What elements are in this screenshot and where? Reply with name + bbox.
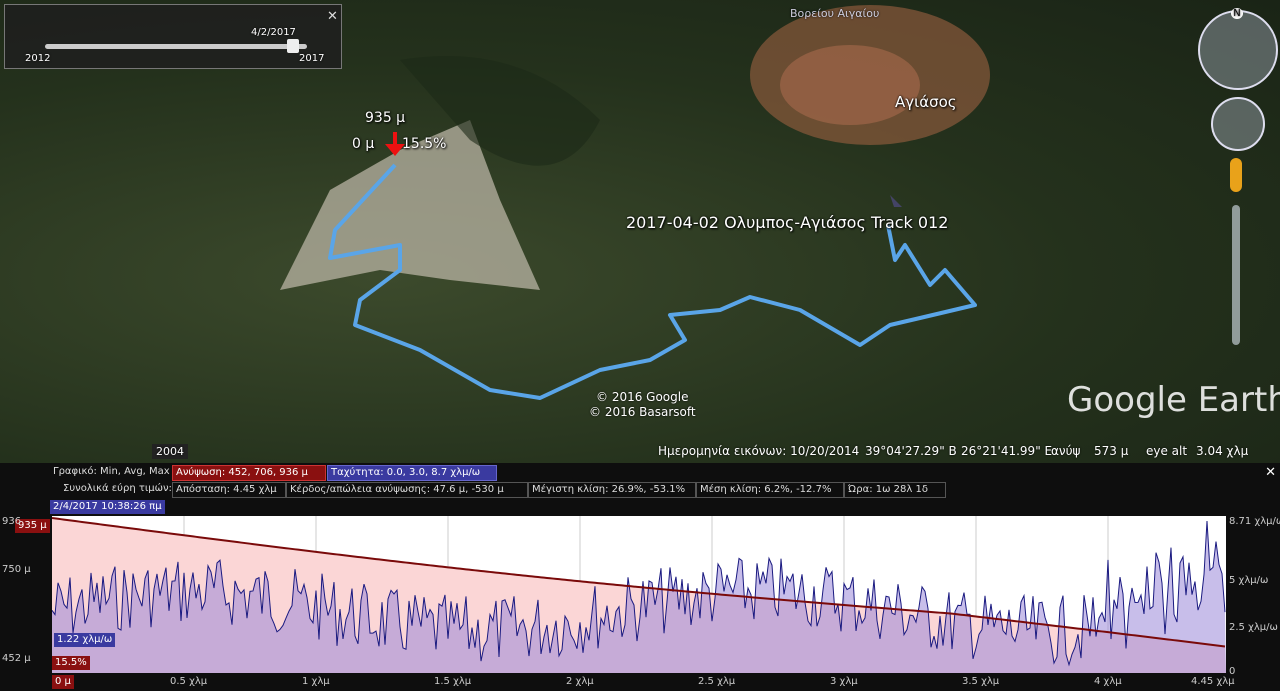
elevation: 573 μ: [1094, 444, 1129, 458]
copyright: © 2016 Google: [596, 390, 689, 404]
distance-stat: Απόσταση: 4.45 χλμ: [172, 482, 286, 498]
copyright: © 2016 Basarsoft: [589, 405, 696, 419]
slider-date: 4/2/2017: [251, 27, 296, 38]
x-axis-label: 1 χλμ: [302, 676, 330, 687]
x-axis-label: 4.45 χλμ: [1191, 676, 1235, 687]
right-axis-label: 8.71 χλμ/ω: [1229, 516, 1280, 527]
latitude: 39°04'27.29" Β: [865, 444, 957, 458]
right-axis-label: 5 χλμ/ω: [1229, 575, 1269, 586]
track-label: 2017-04-02 Ολυμπος-Αγιάσος Track 012: [626, 213, 949, 232]
x-axis-label: 0.5 χλμ: [170, 676, 208, 687]
navigation-compass[interactable]: [1198, 10, 1278, 90]
slider-start: 2012: [25, 53, 51, 64]
speed-stats[interactable]: Ταχύτητα: 0.0, 3.0, 8.7 χλμ/ω: [327, 465, 497, 481]
marker-slope: 15.5%: [402, 136, 447, 152]
close-button[interactable]: ✕: [327, 9, 338, 24]
elevation-stats[interactable]: Ανύψωση: 452, 706, 936 μ: [172, 465, 326, 481]
town-label: Αγιάσος: [895, 93, 957, 111]
right-axis-label: 2.5 χλμ/ω: [1229, 622, 1278, 633]
close-profile[interactable]: ✕: [1265, 465, 1276, 480]
elevation-label: ανύψ: [1051, 444, 1081, 458]
left-axis-label: 452 μ: [2, 653, 31, 664]
x-axis-label: 3.5 χλμ: [962, 676, 1000, 687]
time-stat: Ώρα: 1ω 28λ 1δ: [844, 482, 946, 498]
max-slope-stat: Μέγιστη κλίση: 26.9%, -53.1%: [528, 482, 696, 498]
marker-distance: 0 μ: [352, 136, 375, 152]
cursor-distance: 0 μ: [52, 675, 74, 689]
speed-line: [52, 520, 1226, 667]
longitude: 26°21'41.99" Ε: [961, 444, 1053, 458]
right-axis-label: 0: [1229, 666, 1236, 677]
elevation-line: [52, 517, 1226, 648]
x-axis-label: 4 χλμ: [1094, 676, 1122, 687]
terrain: [280, 5, 990, 400]
eye-alt: 3.04 χλμ: [1196, 444, 1249, 458]
marker-elevation: 935 μ: [365, 110, 406, 126]
north-indicator[interactable]: N: [1231, 8, 1243, 19]
street-view-pegman[interactable]: [1230, 158, 1242, 192]
slider-track[interactable]: [45, 44, 307, 49]
avg-slope-stat: Μέση κλίση: 6.2%, -12.7%: [696, 482, 844, 498]
left-axis-label: 936: [2, 516, 22, 527]
imagery-date: Ημερομηνία εικόνων: 10/20/2014: [658, 444, 860, 458]
cursor-speed: 1.22 χλμ/ω: [54, 633, 116, 647]
historical-year[interactable]: 2004: [152, 444, 188, 459]
cursor-slope: 15.5%: [52, 656, 90, 670]
graph-label: Γραφικό: Min, Avg, Max: [53, 466, 170, 477]
slider-end: 2017: [299, 53, 325, 64]
gain-loss-stat: Κέρδος/απώλεια ανύψωσης: 47.6 μ, -530 μ: [286, 482, 528, 498]
speed-area: [52, 521, 1226, 673]
x-axis-label: 2.5 χλμ: [698, 676, 736, 687]
x-axis-label: 3 χλμ: [830, 676, 858, 687]
time-slider[interactable]: 4/2/2017 2012 2017 ✕: [4, 4, 342, 69]
range-label: Συνολικά εύρη τιμών:: [63, 483, 172, 494]
zoom-slider[interactable]: [1232, 205, 1240, 345]
map-view[interactable]: 4/2/2017 2012 2017 ✕ N Βορείου Αιγαίου Α…: [0, 0, 1280, 463]
cursor-time: 2/4/2017 10:38:26 πμ: [50, 500, 165, 514]
pan-control[interactable]: [1211, 97, 1265, 151]
left-axis-label: 750 μ: [2, 564, 31, 575]
eye-alt-label: eye alt: [1146, 444, 1188, 458]
slider-handle[interactable]: [287, 39, 299, 53]
x-axis-label: 2 χλμ: [566, 676, 594, 687]
logo: Google Earth: [1067, 380, 1280, 420]
elevation-profile-panel: ✕ Γραφικό: Min, Avg, Max Ανύψωση: 452, 7…: [0, 463, 1280, 691]
profile-plot[interactable]: [52, 516, 1226, 673]
region-label: Βορείου Αιγαίου: [790, 7, 880, 20]
x-axis-label: 1.5 χλμ: [434, 676, 472, 687]
cursor-elevation: 935 μ: [15, 519, 50, 533]
